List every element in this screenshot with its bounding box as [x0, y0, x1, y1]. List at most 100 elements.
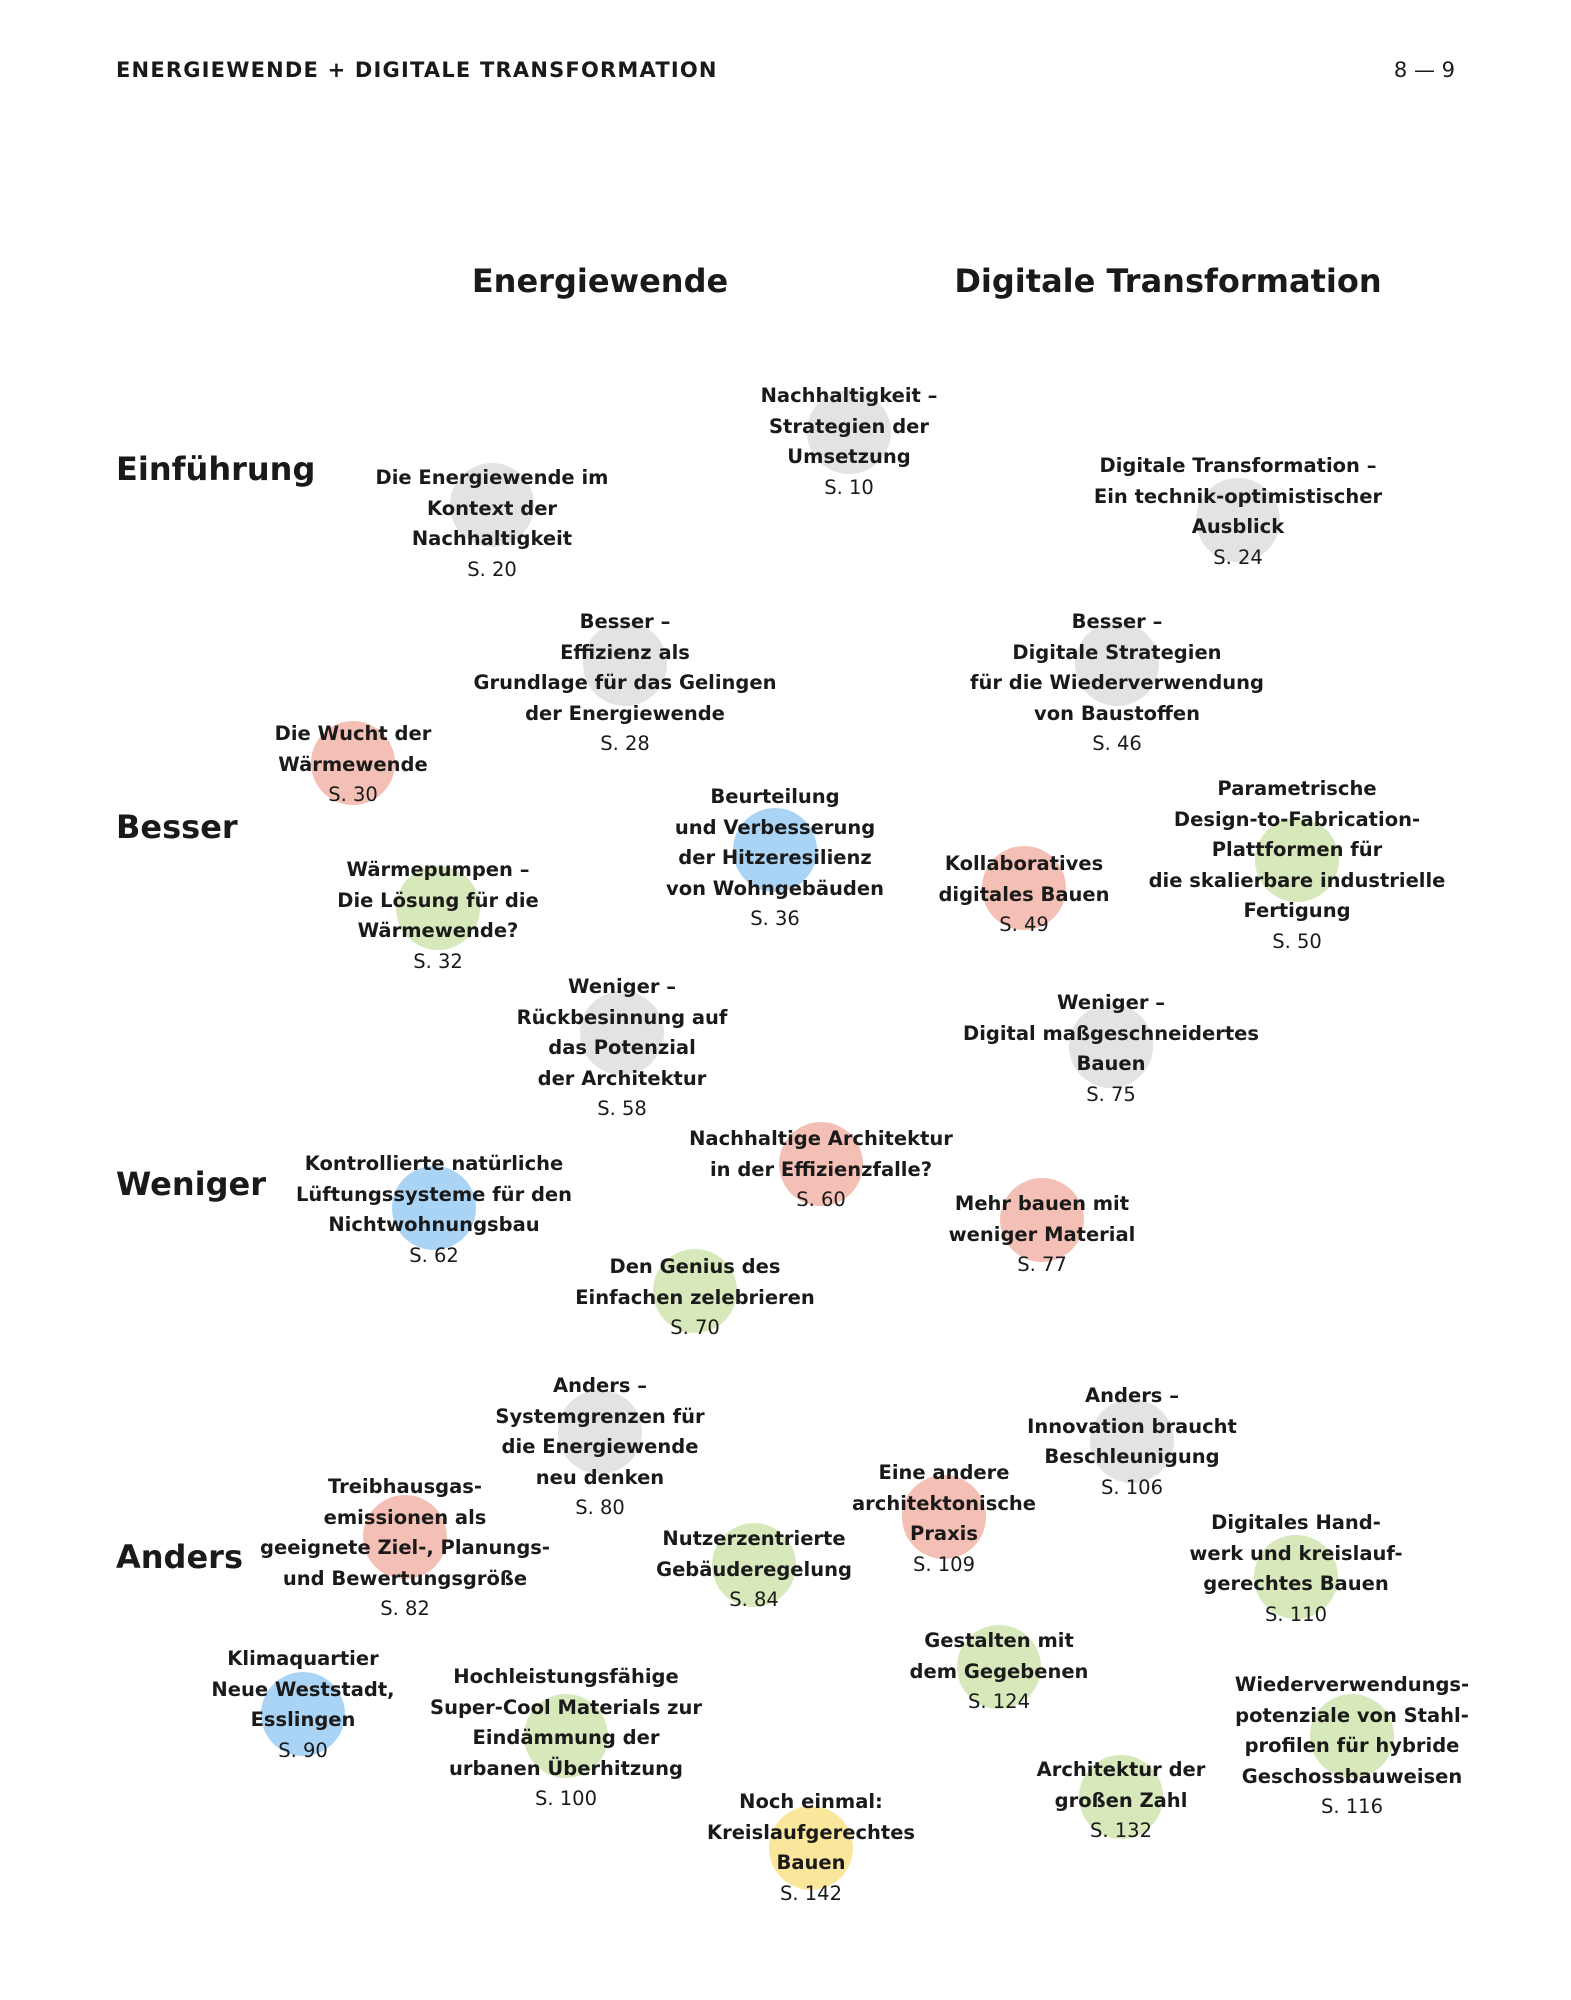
topic-title: Nutzerzentrierte Gebäuderegelung — [656, 1524, 852, 1585]
topic-title-line: Wiederverwendungs- — [1234, 1673, 1470, 1696]
topic-page-ref: S. 58 — [597, 1097, 647, 1120]
topic-title-line: Beschleunigung — [1044, 1445, 1220, 1468]
topic-title: Parametrische Design-to-Fabrication- Platt… — [1149, 774, 1446, 927]
topic-entry[interactable]: Weniger – Rückbesinnung auf das Potenzial d… — [517, 972, 728, 1125]
topic-title: Architektur der großen Zahl — [1037, 1755, 1206, 1816]
topic-entry[interactable]: Eine andere architektonische Praxis S. 109 — [852, 1458, 1036, 1580]
topic-title-line: Bauen — [1076, 1052, 1146, 1075]
topic-entry[interactable]: Nachhaltige Architektur in der Effizienzf… — [689, 1124, 953, 1216]
topic-title-line: Fertigung — [1243, 899, 1351, 922]
topic-title-line: potenziale von Stahl- — [1235, 1703, 1469, 1727]
topic-entry[interactable]: Architektur der großen Zahl S. 132 — [1037, 1755, 1206, 1847]
topic-entry[interactable]: Digitales Hand-werk und kreislauf-gerech… — [1189, 1508, 1402, 1630]
topic-title-line: Die Energiewende im — [375, 466, 609, 489]
topic-dot-grey — [1069, 1004, 1153, 1088]
topic-title-line: in der Effizienzfalle? — [709, 1157, 933, 1181]
topic-entry[interactable]: Kontrollierte natürliche Lüftungssysteme … — [296, 1149, 572, 1271]
topic-dot-red — [311, 721, 395, 805]
topic-entry[interactable]: Mehr bauen mit weniger Material S. 77 — [949, 1189, 1136, 1281]
topic-title-line: emissionen als — [323, 1505, 487, 1529]
topic-dot-green — [653, 1249, 737, 1333]
topic-title-line: Kreislaufgerechtes — [706, 1820, 916, 1844]
topic-entry[interactable]: Beurteilung und Verbesserung der Hitzeresi… — [666, 782, 884, 935]
topic-title-line: der Hitzeresilienz — [678, 846, 872, 869]
topic-page-ref: S. 106 — [1101, 1475, 1163, 1499]
topic-dot-grey — [807, 390, 891, 474]
topic-title-line: Noch einmal: — [739, 1790, 883, 1813]
topic-entry[interactable]: Wiederverwendungs-potenziale von Stahl-p… — [1235, 1670, 1469, 1823]
topic-entry[interactable]: Kollaboratives digitales Bauen S. 49 — [938, 849, 1109, 941]
topic-title-line: profilen für hybride — [1244, 1734, 1460, 1757]
topic-dot-red — [1000, 1178, 1084, 1262]
topic-title-line: Digitales Hand- — [1211, 1511, 1381, 1534]
topic-title-line: Mehr bauen mit — [954, 1192, 1130, 1215]
topic-title-line: Besser – — [1071, 610, 1163, 633]
topic-entry[interactable]: Weniger – Digital maßgeschneidertes Bauen S… — [963, 988, 1259, 1110]
topic-entry[interactable]: Gestalten mit dem Gegebenen S. 124 — [910, 1626, 1089, 1718]
topic-title-line: Gebäuderegelung — [656, 1557, 852, 1581]
topic-entry[interactable]: Hochleistungsfähige Super-Cool Materials … — [430, 1662, 702, 1815]
topic-page-ref: S. 84 — [729, 1588, 779, 1611]
topic-title-line: Beurteilung — [710, 785, 840, 808]
topic-page-ref: S. 132 — [1089, 1819, 1152, 1842]
topic-title-line: Digitale Transformation – — [1099, 454, 1377, 477]
topic-title-line: Systemgrenzen für — [495, 1404, 705, 1428]
topic-title-line: großen Zahl — [1054, 1788, 1188, 1812]
topic-entry[interactable]: Treibhausgas-emissionen als geeignete Zie… — [260, 1472, 550, 1625]
topic-entry[interactable]: Parametrische Design-to-Fabrication- Platt… — [1149, 774, 1446, 957]
topic-title-line: und Verbesserung — [674, 815, 876, 839]
topic-title: Besser – Effizienz als Grundlage für das G… — [474, 607, 777, 729]
topic-title-line: von Baustoffen — [1034, 701, 1200, 725]
topic-entry[interactable]: Die Energiewende im Kontext der Nachhaltig… — [376, 463, 609, 585]
topic-entry[interactable]: Anders – Systemgrenzen für die Energiewend… — [495, 1371, 704, 1524]
topic-page-ref: S. 80 — [575, 1496, 625, 1519]
topic-title: Wiederverwendungs-potenziale von Stahl-p… — [1235, 1670, 1469, 1792]
topic-dot-green — [396, 866, 480, 950]
topic-entry[interactable]: Nutzerzentrierte Gebäuderegelung S. 84 — [656, 1524, 852, 1616]
topic-page-ref: S. 49 — [999, 913, 1049, 936]
row-heading-einfuehrung: Einführung — [116, 450, 316, 488]
topic-title-line: Parametrische — [1217, 777, 1377, 800]
topic-entry[interactable]: Besser – Digitale Strategien für die Wiede… — [970, 607, 1264, 760]
topic-dot-grey — [1075, 622, 1159, 706]
topic-title-line: Ein technik-optimistischer — [1093, 484, 1383, 508]
topic-page-ref: S. 110 — [1265, 1602, 1327, 1626]
row-heading-besser: Besser — [116, 808, 238, 846]
column-heading-energiewende: Energiewende — [471, 262, 729, 300]
topic-entry[interactable]: Nachhaltigkeit – Strategien der Umsetzung S… — [761, 381, 938, 503]
topic-page-ref: S. 100 — [535, 1787, 597, 1810]
topic-entry[interactable]: Digitale Transformation – Ein technik-opt… — [1094, 451, 1382, 573]
running-header: ENERGIEWENDE + DIGITALE TRANSFORMATION — [116, 58, 718, 82]
topic-title-line: Treibhausgas- — [328, 1475, 482, 1498]
topic-title-line: Lüftungssysteme für den — [295, 1182, 573, 1206]
topic-title-line: Strategien der — [768, 414, 930, 438]
topic-title: Digitale Transformation – Ein technik-opt… — [1094, 451, 1382, 543]
topic-entry[interactable]: Noch einmal: Kreislaufgerechtes Bauen S. 14… — [707, 1787, 915, 1909]
topic-title-line: Wärmewende? — [357, 919, 519, 942]
topic-title: Den Genius des Einfachen zelebrieren — [575, 1252, 815, 1313]
topic-page-ref: S. 116 — [1321, 1795, 1383, 1818]
topic-title-line: Besser – — [579, 610, 671, 633]
row-heading-anders: Anders — [116, 1538, 243, 1576]
topic-page-ref: S. 46 — [1092, 732, 1142, 755]
topic-title-line: Klimaquartier — [227, 1647, 379, 1670]
topic-dot-grey — [583, 622, 667, 706]
topic-title-line: weniger Material — [948, 1222, 1136, 1246]
topic-title-line: Ausblick — [1191, 515, 1285, 538]
topic-title-line: und Bewertungsgröße — [282, 1566, 528, 1590]
topic-title-line: Esslingen — [250, 1708, 356, 1731]
topic-page-ref: S. 77 — [1017, 1253, 1067, 1276]
topic-dot-green — [712, 1523, 796, 1607]
topic-entry[interactable]: Besser – Effizienz als Grundlage für das G… — [474, 607, 777, 760]
topic-dot-grey — [580, 991, 664, 1075]
topic-page-ref: S. 24 — [1213, 545, 1263, 569]
topic-entry[interactable]: Klimaquartier Neue Weststadt, Esslingen S. … — [211, 1644, 394, 1766]
topic-title-line: Eindämmung der — [472, 1726, 660, 1749]
topic-title-line: Super-Cool Materials zur — [430, 1695, 702, 1719]
topic-entry[interactable]: Die Wucht der Wärmewende S. 30 — [275, 719, 432, 811]
topic-title: Nachhaltigkeit – Strategien der Umsetzung — [761, 381, 938, 473]
topic-page-ref: S. 75 — [1086, 1082, 1136, 1106]
topic-entry[interactable]: Den Genius des Einfachen zelebrieren S. 70 — [575, 1252, 815, 1344]
topic-entry[interactable]: Wärmepumpen – Die Lösung für die Wärmewend… — [337, 855, 538, 977]
topic-entry[interactable]: Anders – Innovation braucht Beschleunigung… — [1027, 1381, 1237, 1503]
